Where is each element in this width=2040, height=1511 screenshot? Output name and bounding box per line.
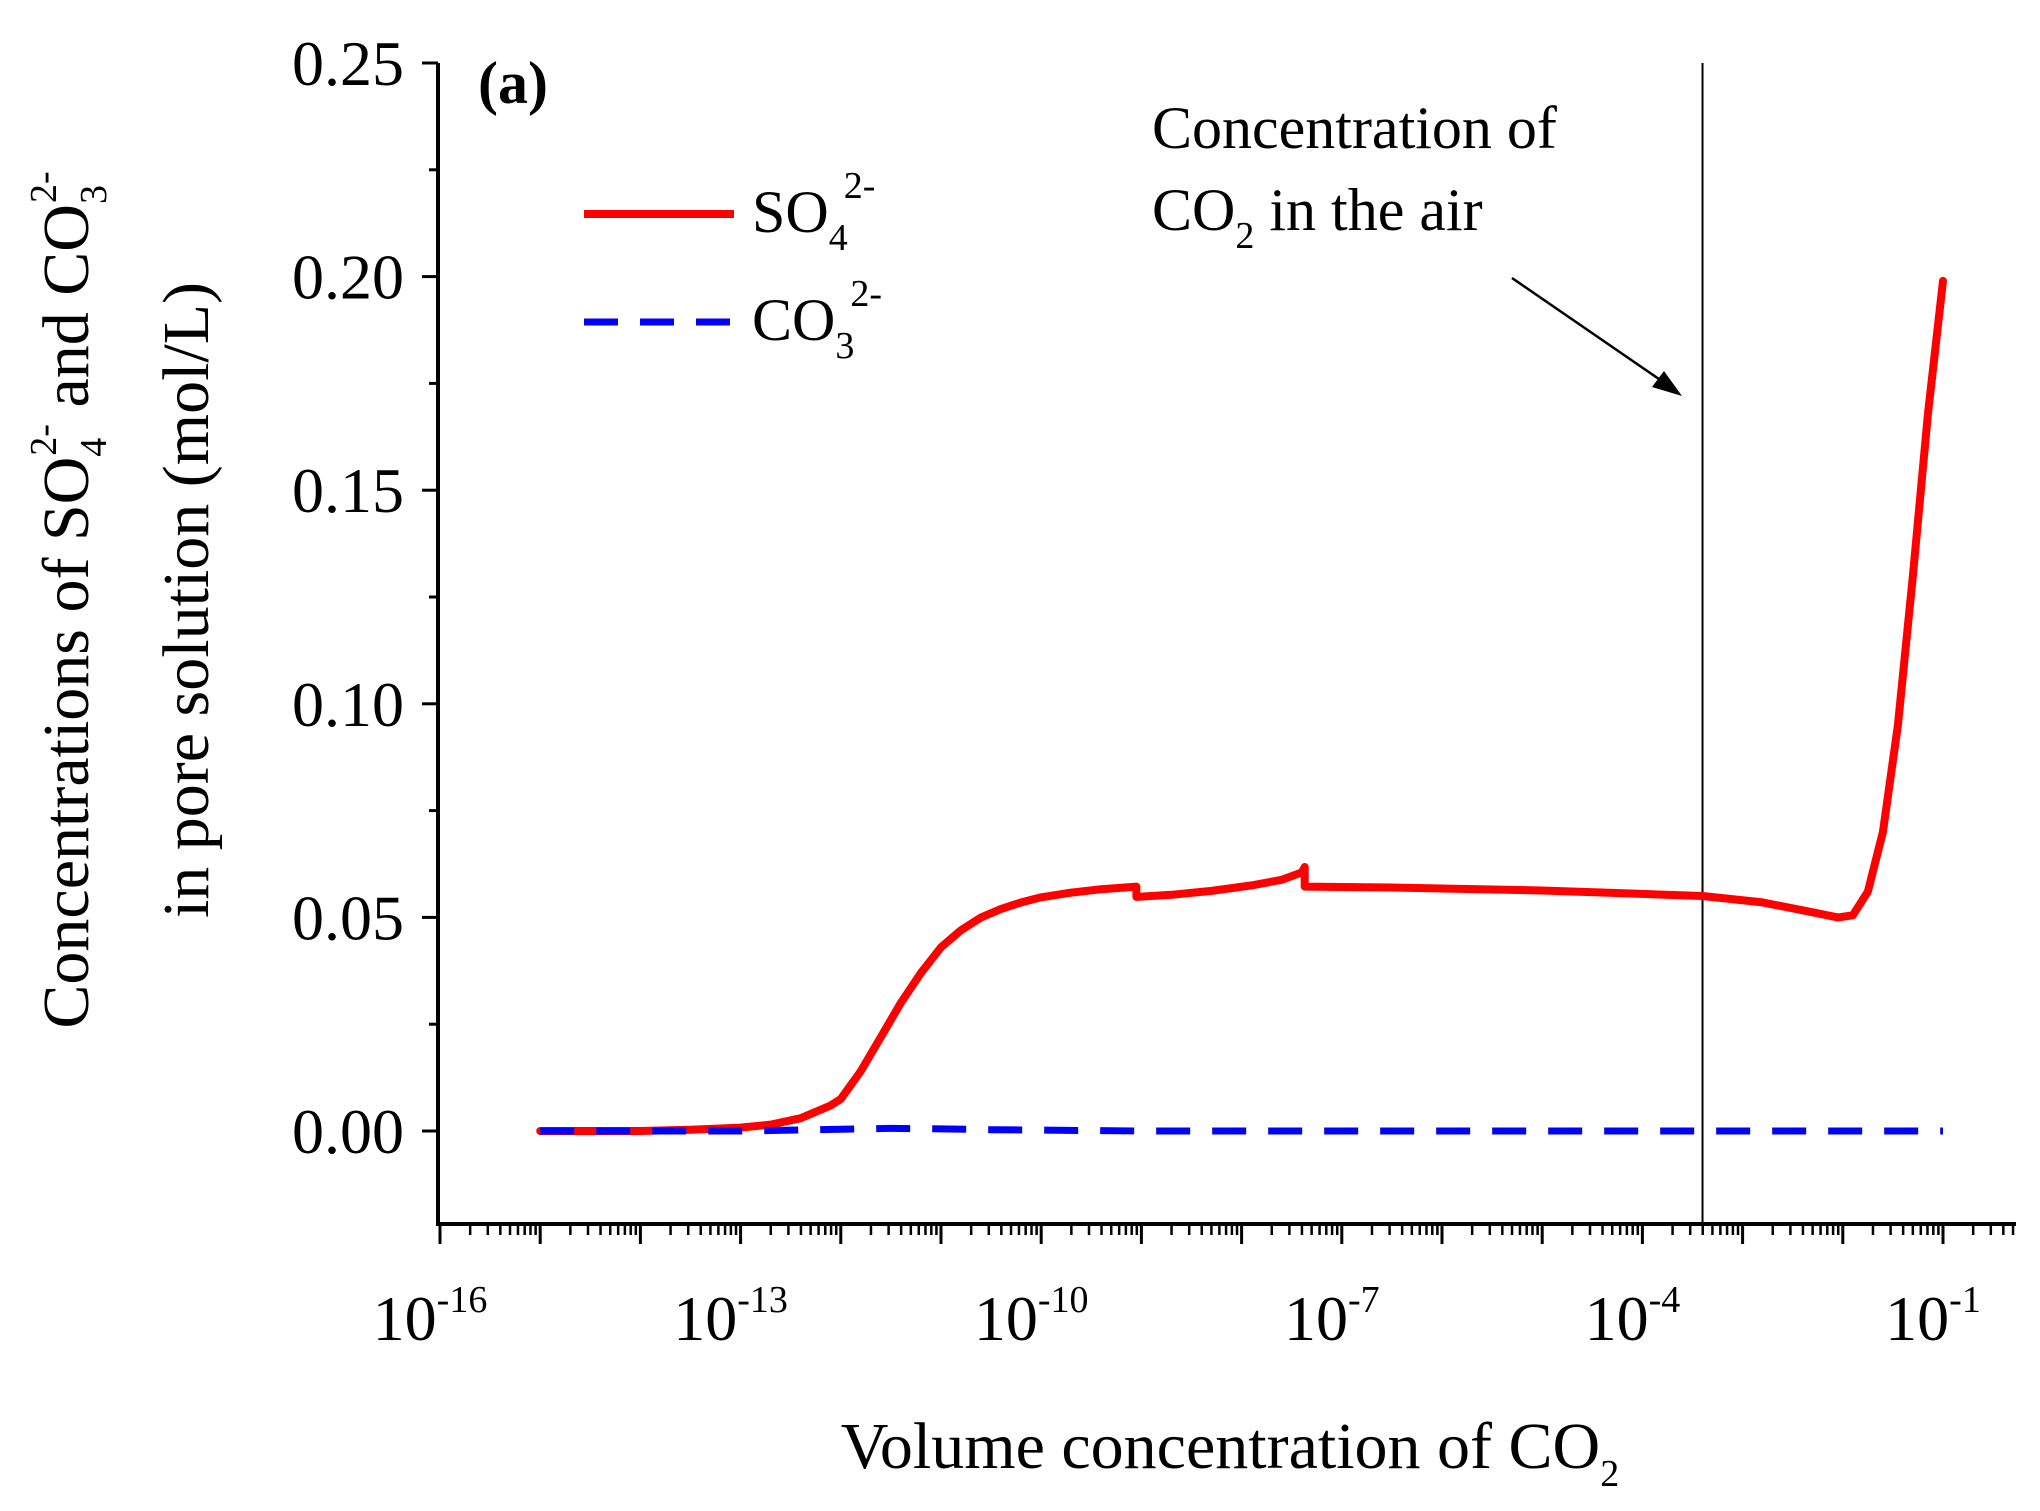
x-tick-label: 10-1 bbox=[1885, 1279, 1981, 1354]
x-tick-labels: 10-16 10-13 10-10 10-7 10-4 10-1 bbox=[373, 1279, 1981, 1354]
panel-label: (a) bbox=[478, 50, 548, 116]
y-tick-label: 0.25 bbox=[292, 28, 404, 99]
x-tick-label: 10-16 bbox=[373, 1279, 488, 1354]
series-co3-line bbox=[540, 1124, 1943, 1135]
y-tick-label: 0.15 bbox=[292, 455, 404, 526]
y-ticks bbox=[422, 61, 438, 1133]
axes bbox=[436, 63, 2016, 1226]
y-axis-title-line1: Concentrations of SO42- and CO32- bbox=[23, 171, 115, 1028]
series-so4-line bbox=[536, 276, 1947, 1135]
y-tick-label: 0.00 bbox=[292, 1096, 404, 1167]
x-tick-label: 10-4 bbox=[1585, 1279, 1681, 1354]
annotation-line1: Concentration of bbox=[1152, 95, 1557, 161]
y-axis-title: Concentrations of SO42- and CO32- in por… bbox=[23, 171, 223, 1028]
x-tick-label: 10-10 bbox=[974, 1279, 1089, 1354]
legend: SO42- CO32- bbox=[584, 165, 882, 367]
annotation-arrow-shaft bbox=[1511, 276, 1673, 390]
annotation-line2: CO2 in the air bbox=[1152, 177, 1483, 257]
legend-so4-label: SO42- bbox=[752, 165, 875, 259]
x-tick-label: 10-13 bbox=[673, 1279, 788, 1354]
x-axis-title: Volume concentration of CO2 bbox=[841, 1410, 1619, 1495]
y-tick-label: 0.05 bbox=[292, 882, 404, 953]
y-tick-labels: 0.00 0.05 0.10 0.15 0.20 0.25 bbox=[292, 28, 404, 1167]
x-ticks bbox=[438, 1224, 1945, 1244]
y-tick-label: 0.20 bbox=[292, 242, 404, 313]
x-tick-label: 10-7 bbox=[1284, 1279, 1380, 1354]
annotation-arrowhead bbox=[1652, 371, 1682, 396]
y-tick-label: 0.10 bbox=[292, 669, 404, 740]
legend-co3-label: CO32- bbox=[752, 273, 882, 367]
y-axis-title-line2: in pore solution (mol/L) bbox=[150, 282, 223, 918]
